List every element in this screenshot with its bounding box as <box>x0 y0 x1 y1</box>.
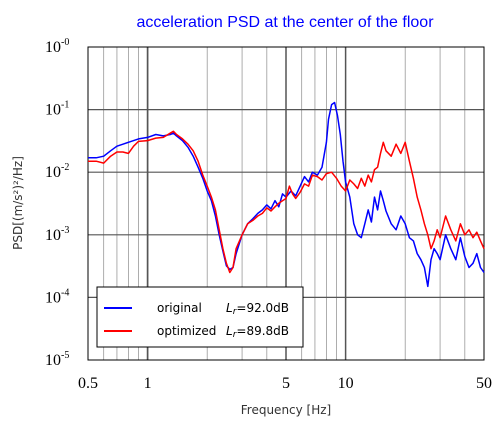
series-line-original <box>88 101 485 288</box>
y-tick-label: 10-0 <box>45 37 69 56</box>
x-axis-label: Frequency [Hz] <box>241 403 332 417</box>
x-tick-label: 1 <box>144 375 152 392</box>
legend-lr-optimized: Lr=89.8dB <box>226 324 289 340</box>
y-axis-label: PSD[(m/s²)²/Hz] <box>11 156 25 250</box>
legend: original Lr=92.0dB optimized Lr=89.8dB <box>96 286 304 348</box>
legend-label-optimized: optimized <box>157 324 216 338</box>
y-tick-label: 10-5 <box>45 350 69 369</box>
grid <box>88 47 484 360</box>
plot-frame <box>87 46 485 361</box>
x-tick-label: 0.5 <box>78 375 98 392</box>
legend-box <box>96 286 304 348</box>
y-tick-label: 10-3 <box>45 225 69 244</box>
chart-title: acceleration PSD at the center of the fl… <box>136 14 434 31</box>
series-line-optimized <box>88 130 485 274</box>
legend-lr-original: Lr=92.0dB <box>226 301 289 317</box>
tick-labels: 10-0 10-1 10-2 10-3 10-4 10-5 0.5 1 5 10 50 <box>45 37 492 392</box>
y-tick-label: 10-4 <box>45 287 69 306</box>
legend-label-original: original <box>157 301 202 315</box>
x-tick-label: 50 <box>476 375 492 392</box>
x-tick-label: 5 <box>282 375 290 392</box>
y-tick-label: 10-1 <box>45 100 69 119</box>
series-group <box>88 101 485 288</box>
y-tick-label: 10-2 <box>45 162 69 181</box>
x-tick-label: 10 <box>338 375 354 392</box>
